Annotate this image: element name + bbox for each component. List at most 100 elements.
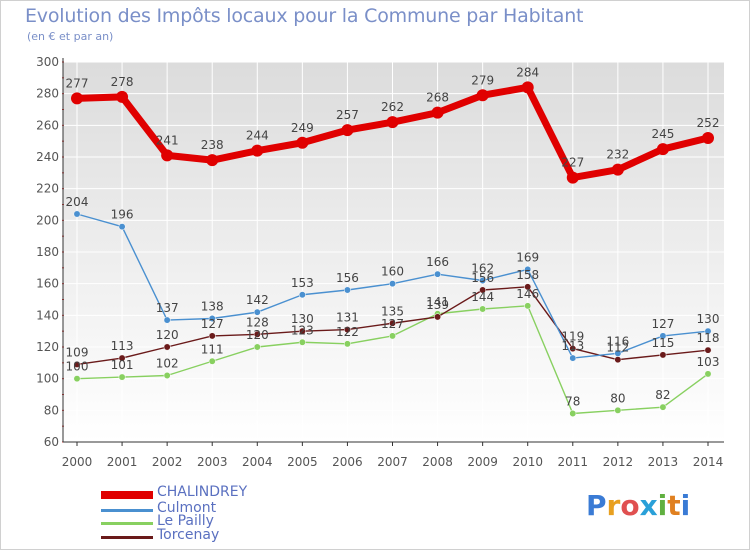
legend-swatch (101, 491, 153, 499)
data-label: 232 (606, 148, 629, 162)
data-label: 244 (246, 129, 269, 143)
data-label: 277 (66, 76, 89, 90)
x-tick-label: 2006 (332, 455, 363, 469)
data-point (118, 354, 126, 362)
legend-label: Torcenay (157, 527, 220, 543)
data-label: 284 (516, 65, 539, 79)
legend-swatch (101, 536, 153, 539)
data-label: 135 (381, 304, 404, 318)
data-label: 113 (111, 339, 134, 353)
proxiti-logo: Proxiti (586, 489, 691, 522)
data-label: 257 (336, 108, 359, 122)
data-label: 153 (291, 276, 314, 290)
data-point (206, 154, 219, 167)
data-point (659, 332, 667, 340)
data-label: 241 (156, 133, 179, 147)
data-label: 102 (156, 357, 179, 371)
data-label: 113 (561, 339, 584, 353)
data-point (524, 265, 532, 273)
data-point (253, 330, 261, 338)
data-label: 137 (156, 301, 179, 315)
data-point (161, 149, 174, 162)
data-point (73, 210, 81, 218)
y-tick-label: 280 (36, 87, 59, 101)
data-point (569, 410, 577, 417)
data-point (208, 332, 216, 340)
data-point (73, 375, 81, 383)
x-tick-label: 2012 (603, 455, 634, 469)
data-label: 196 (111, 208, 134, 222)
y-tick-label: 160 (36, 277, 59, 291)
data-point (71, 92, 83, 105)
y-tick-label: 80 (44, 403, 59, 417)
legend-swatch (101, 509, 153, 512)
data-point (434, 313, 442, 321)
data-label: 130 (697, 312, 720, 326)
data-label: 162 (471, 262, 494, 276)
x-tick-label: 2013 (648, 455, 679, 469)
x-tick-label: 2004 (242, 455, 273, 469)
data-point (296, 136, 309, 149)
data-label: 109 (66, 345, 89, 359)
data-label: 139 (426, 298, 449, 312)
x-tick-label: 2007 (377, 455, 408, 469)
data-label: 245 (651, 127, 674, 141)
data-point (479, 277, 487, 284)
data-point (118, 373, 126, 381)
x-tick-label: 2011 (558, 455, 589, 469)
x-tick-label: 2002 (152, 455, 183, 469)
data-point (431, 106, 444, 119)
data-point (343, 286, 351, 294)
data-label: 204 (66, 195, 89, 209)
data-label: 103 (697, 355, 720, 369)
data-label: 279 (471, 73, 494, 87)
legend-swatch (101, 522, 153, 525)
y-tick-label: 200 (36, 213, 59, 227)
data-point (614, 356, 622, 364)
data-point (479, 286, 487, 294)
data-label: 160 (381, 265, 404, 279)
chart-title: Evolution des Impôts locaux pour la Comm… (25, 5, 584, 27)
y-tick-label: 240 (36, 150, 59, 164)
data-label: 158 (516, 268, 539, 282)
data-point (389, 332, 396, 340)
data-point (614, 406, 622, 414)
data-point (253, 308, 261, 316)
data-point (704, 370, 712, 378)
data-point (341, 124, 354, 137)
data-point (614, 349, 622, 357)
data-point (656, 143, 669, 156)
data-point (116, 90, 129, 103)
y-tick-label: 100 (36, 372, 59, 386)
data-label: 252 (697, 116, 720, 130)
data-label: 144 (471, 290, 494, 304)
data-label: 249 (291, 121, 314, 135)
data-label: 141 (426, 295, 449, 309)
y-tick-label: 60 (44, 435, 59, 449)
data-point (343, 340, 351, 348)
x-tick-label: 2001 (107, 455, 138, 469)
data-point (524, 302, 532, 310)
data-point (659, 403, 667, 411)
data-point (163, 316, 171, 324)
data-point (434, 270, 442, 278)
y-tick-label: 300 (36, 55, 59, 69)
data-label: 80 (610, 391, 625, 405)
legend-label: CHALINDREY (157, 484, 248, 500)
data-point (163, 372, 171, 379)
data-point (251, 144, 264, 157)
data-point (521, 81, 534, 94)
legend-label: Le Pailly (157, 513, 214, 529)
y-tick-label: 180 (36, 245, 59, 259)
data-point (118, 223, 126, 231)
y-tick-label: 220 (36, 182, 59, 196)
data-label: 82 (655, 388, 670, 402)
data-label: 278 (111, 75, 134, 89)
data-point (298, 291, 306, 299)
x-tick-label: 2005 (287, 455, 318, 469)
data-label: 120 (156, 328, 179, 342)
x-tick-label: 2014 (693, 455, 724, 469)
data-point (476, 89, 489, 102)
